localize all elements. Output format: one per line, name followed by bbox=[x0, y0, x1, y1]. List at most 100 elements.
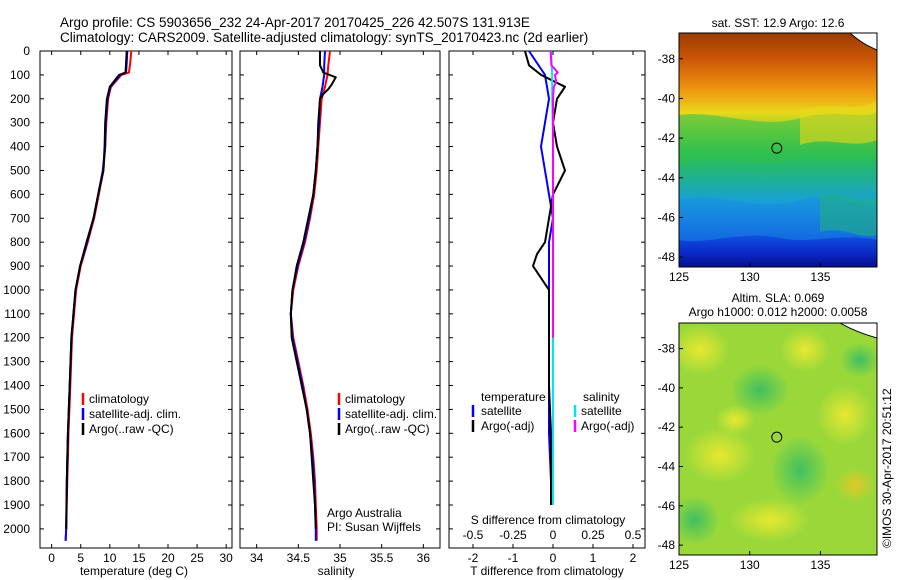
s-difference-tick-labels: -0.5 -0.25 0 0.25 0.5 bbox=[463, 528, 642, 542]
map-x-tick-label: 135 bbox=[810, 270, 830, 284]
sla-map-ticks: 125 130 135 -38 -40 -42 -44 -46 -48 bbox=[658, 342, 831, 572]
depth-tick-label: 1200 bbox=[3, 331, 30, 345]
depth-tick-label: 900 bbox=[10, 259, 30, 273]
depth-tick-label: 300 bbox=[10, 116, 30, 130]
legend-label-sal-satellite: satellite bbox=[581, 404, 622, 418]
depth-tick-label: 400 bbox=[10, 140, 30, 154]
depth-tick-label: 1500 bbox=[3, 402, 30, 416]
series-line bbox=[289, 50, 331, 541]
legend-title-temperature: temperature bbox=[481, 390, 546, 404]
depth-tick-label: 1900 bbox=[3, 498, 30, 512]
legend-label-argo: Argo(..raw -QC) bbox=[89, 422, 174, 436]
x-tick-label: 10 bbox=[103, 551, 117, 565]
plot-frame bbox=[239, 50, 441, 549]
plot-frame bbox=[448, 50, 646, 549]
depth-tick-label: 1400 bbox=[3, 379, 30, 393]
depth-tick-label: 1600 bbox=[3, 426, 30, 440]
map-y-tick-label: -44 bbox=[658, 460, 676, 474]
x-tick-label: -1 bbox=[508, 551, 519, 565]
sla-map-title: Altim. SLA: 0.069 bbox=[732, 291, 825, 305]
map-y-tick-label: -40 bbox=[658, 91, 676, 105]
depth-tick-label: 0 bbox=[23, 44, 30, 58]
map-x-tick-label: 130 bbox=[740, 558, 760, 572]
map-y-tick-label: -38 bbox=[658, 342, 676, 356]
map-x-tick-label: 125 bbox=[669, 270, 689, 284]
map-x-tick-label: 135 bbox=[810, 558, 830, 572]
x-tick-label: 30 bbox=[220, 551, 234, 565]
map-y-tick-label: -38 bbox=[658, 52, 676, 66]
sla-heatmap bbox=[679, 323, 877, 555]
sst-map-ticks: 125 130 135 -38 -40 -42 -44 -46 -48 bbox=[658, 52, 831, 284]
credit-pi: PI: Susan Wijffels bbox=[327, 520, 421, 534]
depth-tick-label: 2000 bbox=[3, 522, 30, 536]
series-line bbox=[289, 51, 337, 529]
legend-label-satellite: satellite-adj. clim. bbox=[89, 407, 181, 421]
legend-label-temp-satellite: satellite bbox=[481, 404, 522, 418]
credit-org: Argo Australia bbox=[327, 506, 402, 520]
s-tick-label: 0.5 bbox=[625, 528, 642, 542]
sla-map-frame bbox=[678, 322, 878, 556]
depth-tick-labels: 0 100 200 300 400 500 600 700 800 900 1000 1100 1200… bbox=[3, 44, 30, 536]
x-tick-label: 2 bbox=[630, 551, 637, 565]
s-difference-label: S difference from climatology bbox=[471, 513, 626, 527]
x-tick-label: -2 bbox=[468, 551, 479, 565]
depth-tick-label: 500 bbox=[10, 163, 30, 177]
difference-panel: -2 -1 0 1 2 bbox=[448, 50, 646, 565]
legend-title-salinity: salinity bbox=[583, 390, 620, 404]
depth-tick-label: 1000 bbox=[3, 283, 30, 297]
sla-map-subtitle: Argo h1000: 0.012 h2000: 0.0058 bbox=[689, 305, 868, 319]
difference-legend: temperature salinity satellite Argo(-adj… bbox=[471, 390, 634, 433]
temperature-panel: 0 5 10 15 20 25 30 bbox=[39, 50, 234, 565]
x-tick-label: 34.5 bbox=[287, 551, 311, 565]
sst-heatmap bbox=[679, 33, 877, 267]
sst-map-title: sat. SST: 12.9 Argo: 12.6 bbox=[712, 16, 845, 30]
s-tick-label: -0.25 bbox=[499, 528, 527, 542]
map-y-tick-label: -40 bbox=[658, 381, 676, 395]
depth-tick-label: 1100 bbox=[4, 307, 30, 321]
map-y-tick-label: -48 bbox=[658, 250, 676, 264]
x-tick-label: 35 bbox=[333, 551, 347, 565]
legend-label-temp-argo: Argo(-adj) bbox=[481, 419, 534, 433]
x-tick-label: 0 bbox=[48, 551, 55, 565]
depth-tick-label: 100 bbox=[10, 68, 30, 82]
x-tick-label: 5 bbox=[77, 551, 84, 565]
map-x-tick-label: 130 bbox=[740, 270, 760, 284]
series-line bbox=[524, 50, 566, 505]
legend-label-climatology: climatology bbox=[89, 392, 149, 406]
legend-label-argo: Argo(..raw -QC) bbox=[345, 422, 430, 436]
x-tick-label: 0 bbox=[550, 551, 557, 565]
header-line-1: Argo profile: CS 5903656_232 24-Apr-2017… bbox=[60, 15, 530, 30]
sst-map-frame bbox=[678, 32, 878, 268]
x-tick-label: 15 bbox=[132, 551, 146, 565]
x-tick-label: 25 bbox=[190, 551, 204, 565]
temperature-legend: climatology satellite-adj. clim. Argo(..… bbox=[81, 392, 181, 436]
map-y-tick-label: -46 bbox=[658, 210, 676, 224]
copyright-text: ©IMOS 30-Apr-2017 20:51:12 bbox=[880, 388, 894, 548]
map-y-tick-label: -46 bbox=[658, 499, 676, 513]
depth-tick-label: 800 bbox=[10, 235, 30, 249]
x-tick-label: 20 bbox=[161, 551, 175, 565]
map-y-tick-label: -42 bbox=[658, 420, 676, 434]
series-line bbox=[549, 50, 559, 338]
depth-tick-label: 200 bbox=[10, 92, 30, 106]
plot-frame bbox=[39, 50, 233, 549]
map-y-tick-label: -42 bbox=[658, 131, 676, 145]
header-line-2: Climatology: CARS2009. Satellite-adjuste… bbox=[60, 30, 588, 45]
sst-argo-marker bbox=[771, 142, 783, 154]
x-tick-label: 1 bbox=[590, 551, 597, 565]
series-line bbox=[289, 50, 326, 541]
legend-label-climatology: climatology bbox=[345, 392, 405, 406]
map-y-tick-label: -44 bbox=[658, 171, 676, 185]
t-difference-axis-label: T difference from climatology bbox=[470, 564, 624, 578]
x-tick-label: 36 bbox=[417, 551, 431, 565]
depth-tick-label: 700 bbox=[10, 211, 30, 225]
map-x-tick-label: 125 bbox=[669, 558, 689, 572]
x-tick-label: 35.5 bbox=[370, 551, 394, 565]
temperature-axis-label: temperature (deg C) bbox=[80, 564, 188, 578]
legend-label-satellite: satellite-adj. clim. bbox=[345, 407, 437, 421]
map-y-tick-label: -48 bbox=[658, 538, 676, 552]
series-line bbox=[65, 50, 128, 529]
legend-label-sal-argo: Argo(-adj) bbox=[581, 419, 634, 433]
salinity-legend: climatology satellite-adj. clim. Argo(..… bbox=[337, 392, 437, 436]
